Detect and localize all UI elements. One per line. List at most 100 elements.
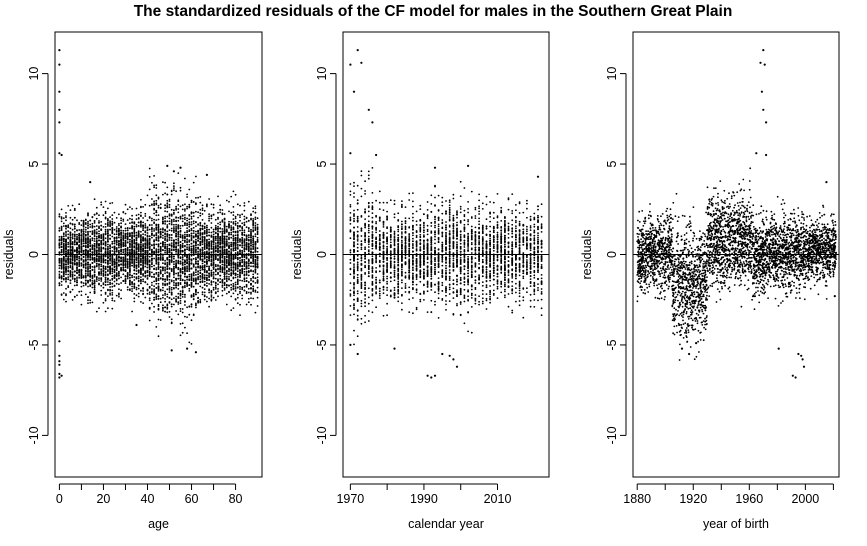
point [181,242,184,245]
point [155,236,158,239]
point [65,258,67,260]
point [232,222,235,225]
point [239,314,241,316]
point [87,222,89,225]
point [203,241,206,243]
point [212,203,215,206]
point [166,271,169,274]
point [243,270,246,273]
point [179,268,182,271]
point [190,294,193,297]
point [206,270,208,272]
point [126,229,129,232]
point [60,261,63,264]
point [131,235,134,238]
point [65,280,67,283]
point [87,268,89,271]
point [84,219,87,222]
point [186,196,189,198]
point [186,227,189,230]
point [153,200,156,203]
point [186,262,189,265]
point [148,235,151,238]
point [84,249,87,251]
point [181,268,184,270]
point [84,238,87,241]
point [247,287,250,290]
point [155,280,158,283]
point [181,289,184,292]
point [60,276,63,279]
point [247,281,250,284]
point [181,278,184,281]
point [201,277,204,279]
point [186,267,189,270]
point [109,260,111,262]
point [170,255,173,258]
point [190,245,193,248]
point [181,217,184,220]
point [188,278,191,281]
point [113,228,116,231]
point [131,256,134,259]
point [192,247,195,250]
point [179,310,182,312]
point [190,273,193,276]
point [175,272,178,275]
point [95,206,98,209]
point [173,280,175,282]
point [144,265,147,268]
point [129,270,131,273]
point [73,207,76,210]
point [175,207,178,210]
point [184,326,186,329]
point [60,250,63,253]
point [133,245,136,248]
point [181,264,184,266]
point [186,256,189,259]
point [188,273,191,276]
point [155,259,158,262]
point [122,220,125,222]
point [146,278,149,280]
point [186,230,189,232]
point [210,294,213,296]
point [159,256,162,259]
point [184,222,186,225]
point [93,240,96,243]
point [239,244,241,247]
point [122,266,125,269]
point [111,240,114,243]
point [71,299,74,301]
point [102,242,105,245]
point [113,239,116,242]
point [166,267,169,270]
point [254,218,257,221]
point [109,225,111,228]
point [118,224,120,227]
point [129,277,131,279]
point [80,247,83,250]
chart-title: The standardized residuals of the CF mod… [134,3,733,20]
point [164,233,167,236]
point [102,258,105,261]
point [93,234,96,236]
point [162,228,164,231]
point [168,316,171,318]
point [62,257,65,260]
point [243,268,246,270]
point [256,286,259,289]
point [142,287,145,290]
point [252,235,255,238]
point [98,266,100,268]
point [243,285,246,288]
point [157,282,160,285]
point [113,242,116,245]
point [122,249,125,251]
point [175,250,178,253]
point [186,217,189,220]
point [71,251,74,254]
point [98,232,100,235]
point [164,217,167,220]
point [236,302,239,305]
